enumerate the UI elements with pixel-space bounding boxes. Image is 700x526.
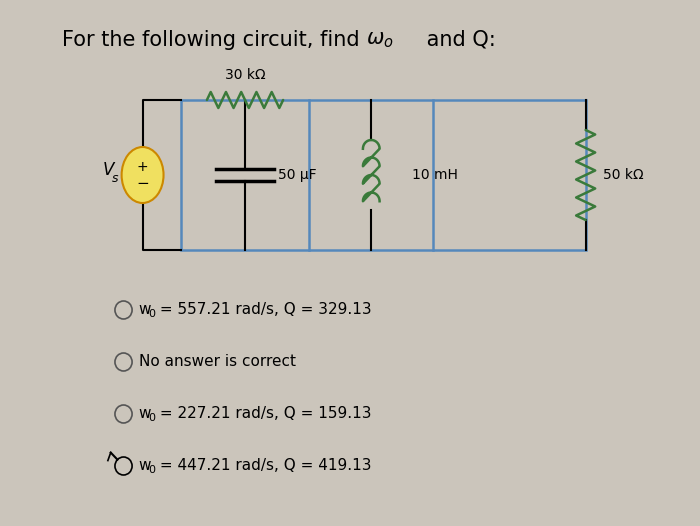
Text: 0: 0: [148, 465, 155, 475]
Text: = 447.21 rad/s, Q = 419.13: = 447.21 rad/s, Q = 419.13: [155, 459, 372, 473]
Text: 30 kΩ: 30 kΩ: [225, 68, 265, 82]
Text: +: +: [136, 160, 148, 174]
Text: V: V: [103, 161, 114, 179]
Text: −: −: [136, 177, 149, 191]
Text: $\omega_o$: $\omega_o$: [367, 30, 394, 50]
Text: and Q:: and Q:: [420, 30, 496, 50]
Text: w: w: [139, 407, 151, 421]
Text: 50 μF: 50 μF: [279, 168, 317, 182]
Text: No answer is correct: No answer is correct: [139, 355, 296, 369]
Bar: [181, 100, 586, 250]
Text: w: w: [139, 459, 151, 473]
Text: s: s: [112, 173, 119, 186]
Text: 50 kΩ: 50 kΩ: [603, 168, 643, 182]
Text: 0: 0: [148, 413, 155, 423]
Text: w: w: [139, 302, 151, 318]
Ellipse shape: [122, 147, 164, 203]
Text: = 227.21 rad/s, Q = 159.13: = 227.21 rad/s, Q = 159.13: [155, 407, 372, 421]
Text: 10 mH: 10 mH: [412, 168, 458, 182]
Text: 0: 0: [148, 309, 155, 319]
Text: For the following circuit, find: For the following circuit, find: [62, 30, 367, 50]
Text: = 557.21 rad/s, Q = 329.13: = 557.21 rad/s, Q = 329.13: [155, 302, 372, 318]
